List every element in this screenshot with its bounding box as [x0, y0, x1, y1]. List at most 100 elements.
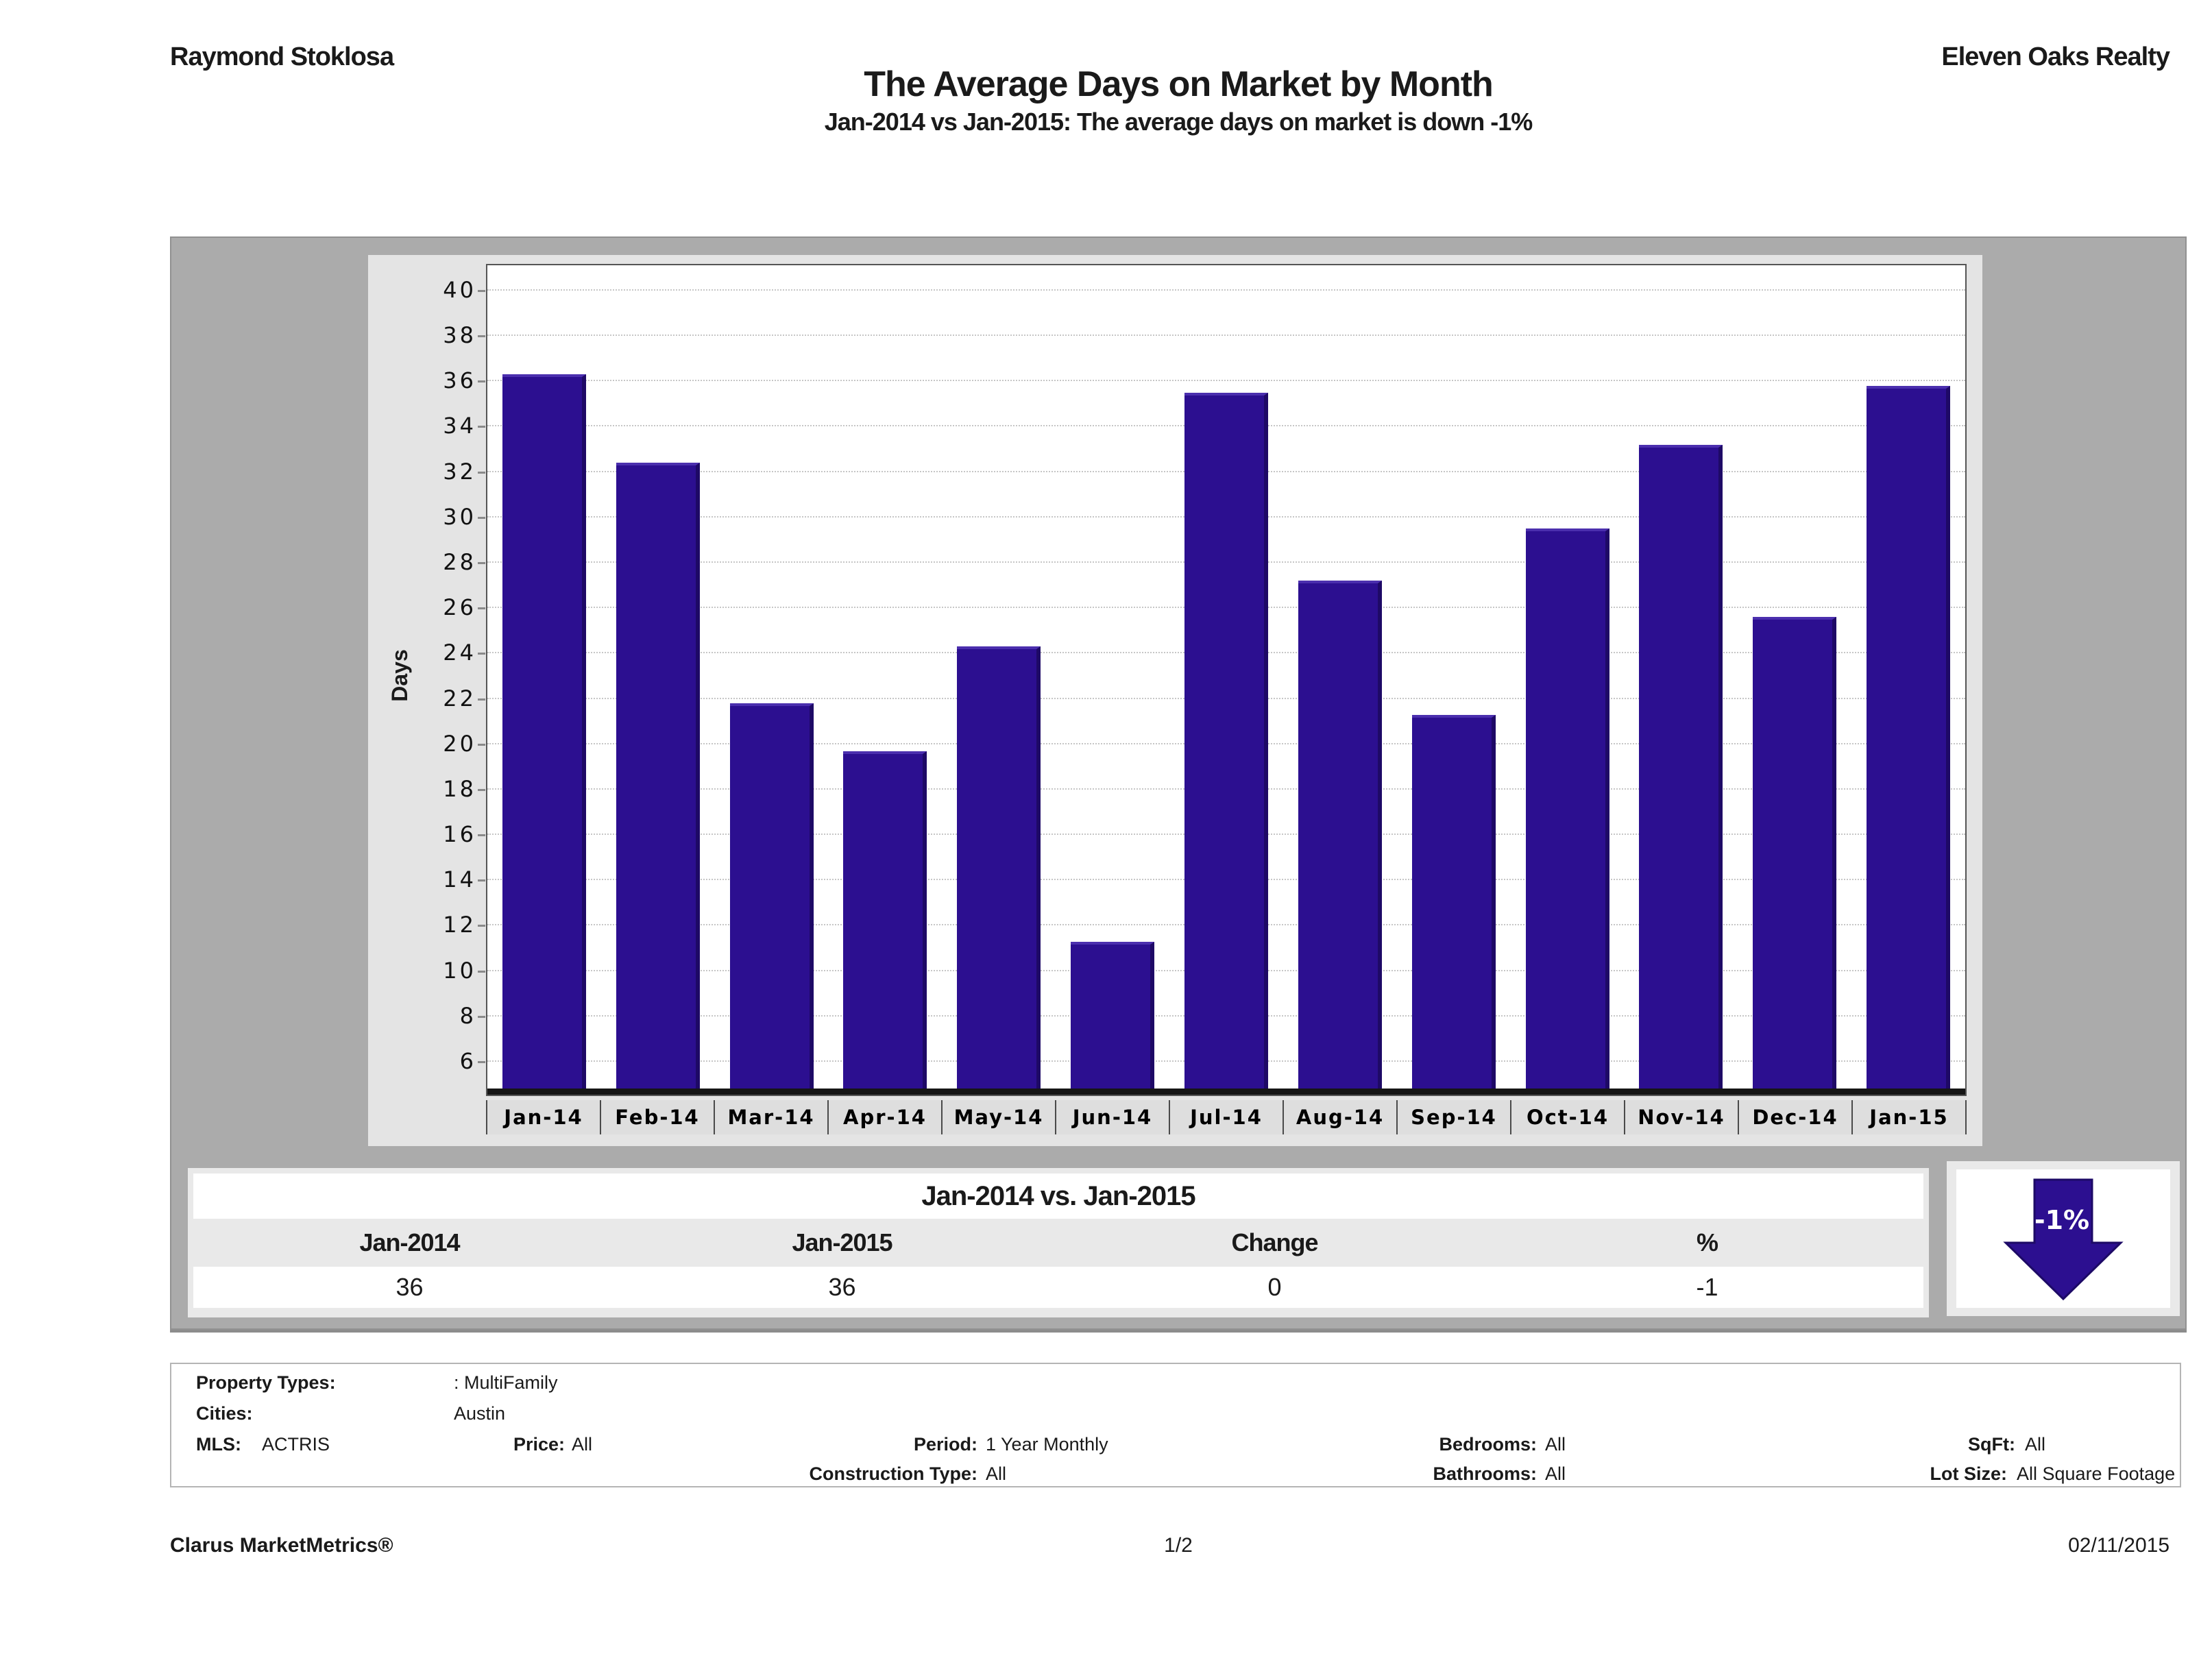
table-header-cell: Change — [1231, 1228, 1318, 1256]
y-tick-mark — [478, 925, 485, 927]
bar-slot — [1283, 265, 1397, 1095]
gridline — [487, 289, 1965, 291]
x-axis-labels: Jan-14 Feb-14 Mar-14 Apr-14 May-14 Jun-14 Jul-… — [486, 1100, 1967, 1134]
bar-slot — [1169, 265, 1283, 1095]
bar — [1184, 393, 1268, 1089]
x-tick-label: Oct-14 — [1510, 1100, 1624, 1134]
chart-area: Days 6 8 10 12 14 16 18 20 22 24 26 28 30 32 34 36 38 40 … — [368, 255, 1982, 1146]
y-tick-mark — [478, 698, 485, 701]
y-tick-label: 8 — [459, 1002, 476, 1029]
title-block: The Average Days on Market by Month Jan-… — [170, 66, 2187, 136]
y-tick-label: 34 — [443, 413, 476, 439]
bar — [843, 751, 927, 1089]
x-tick-label: Sep-14 — [1396, 1100, 1510, 1134]
construction-filter: Construction Type: — [809, 1463, 978, 1484]
comparison-table-header-row: Jan-2014 Jan-2015 Change% — [193, 1221, 1923, 1264]
change-indicator: -1% — [1956, 1169, 2170, 1308]
y-tick-label: 20 — [443, 730, 476, 757]
footer-brand: Clarus MarketMetrics® — [170, 1534, 393, 1557]
bar-slot — [1738, 265, 1851, 1095]
y-tick-label: 10 — [443, 957, 476, 984]
y-tick-mark — [478, 471, 485, 474]
x-tick-label: Apr-14 — [827, 1100, 941, 1134]
bar — [1867, 386, 1951, 1089]
table-value-cell: 36 — [396, 1273, 424, 1301]
bar — [1525, 528, 1609, 1089]
y-tick-label: 22 — [443, 685, 476, 712]
table-value-cell: 0 — [1267, 1273, 1282, 1301]
x-tick-label: Jan-14 — [486, 1100, 600, 1134]
bar-slot — [1851, 265, 1965, 1095]
company-name: Eleven Oaks Realty — [1941, 42, 2170, 71]
gridline — [487, 335, 1965, 337]
x-tick-label: Jun-14 — [1055, 1100, 1169, 1134]
bar — [1753, 617, 1837, 1089]
bar — [1411, 715, 1496, 1089]
x-tick-label: Feb-14 — [600, 1100, 714, 1134]
cities-value: Austin — [454, 1403, 506, 1424]
change-indicator-box: -1% — [1947, 1161, 2180, 1316]
comparison-table-value-row: 36 36 0 -1 — [193, 1267, 1923, 1308]
x-tick-label: Jul-14 — [1169, 1100, 1283, 1134]
y-tick-mark — [478, 516, 485, 519]
page-subtitle: Jan-2014 vs Jan-2015: The average days o… — [824, 107, 1533, 136]
cities-filter: Cities: — [196, 1403, 253, 1424]
y-tick-mark — [478, 1060, 485, 1063]
bar — [1298, 581, 1382, 1089]
comparison-table: Jan-2014 vs. Jan-2015 Jan-2014 Jan-2015 Ch… — [188, 1168, 1929, 1317]
x-tick-label: Mar-14 — [714, 1100, 827, 1134]
sqft-filter: SqFt: — [1968, 1434, 2015, 1455]
bar — [502, 374, 586, 1089]
comparison-table-title: Jan-2014 vs. Jan-2015 — [193, 1174, 1923, 1219]
property-types-value: : MultiFamily — [454, 1372, 558, 1393]
x-tick-label: May-14 — [941, 1100, 1055, 1134]
bar — [957, 646, 1041, 1089]
y-tick-label: 28 — [443, 548, 476, 575]
bar — [616, 463, 700, 1089]
y-tick-mark — [478, 1015, 485, 1018]
bar — [729, 703, 814, 1089]
agent-name: Raymond Stoklosa — [170, 42, 394, 71]
bar-slot — [942, 265, 1056, 1095]
table-header-cell: % — [1696, 1228, 1718, 1256]
y-tick-mark — [478, 834, 485, 837]
property-types-filter: Property Types: — [196, 1372, 336, 1393]
down-arrow-label: -1% — [2034, 1205, 2089, 1235]
period-filter: Period: — [913, 1434, 977, 1455]
y-tick-mark — [478, 380, 485, 383]
down-arrow-icon: -1% — [2003, 1178, 2124, 1301]
y-tick-label: 36 — [443, 367, 476, 394]
y-tick-label: 32 — [443, 458, 476, 485]
period-value: 1 Year Monthly — [986, 1434, 1108, 1455]
y-tick-label: 12 — [443, 912, 476, 938]
y-tick-label: 38 — [443, 322, 476, 349]
bar-series — [487, 265, 1965, 1095]
y-tick-mark — [478, 970, 485, 973]
bedrooms-filter: Bedrooms: — [1439, 1434, 1537, 1455]
bar-slot — [715, 265, 829, 1095]
mls-filter: MLS: — [196, 1434, 241, 1455]
y-tick-mark — [478, 561, 485, 564]
y-tick-label: 14 — [443, 866, 476, 893]
filters-box: Property Types: : MultiFamily Cities: Au… — [170, 1363, 2181, 1487]
page-number: 1/2 — [1164, 1534, 1193, 1557]
page-title: The Average Days on Market by Month — [864, 64, 1494, 104]
table-value-cell: -1 — [1696, 1273, 1718, 1301]
y-tick-label: 40 — [443, 276, 476, 303]
price-filter: Price: — [513, 1434, 565, 1455]
lot-size-value: All Square Footage — [2017, 1463, 2176, 1484]
y-tick-label: 18 — [443, 775, 476, 802]
bar-slot — [1624, 265, 1738, 1095]
y-tick-mark — [478, 653, 485, 655]
bar — [1071, 942, 1155, 1089]
x-axis-line — [487, 1089, 1965, 1095]
x-tick-label: Jan-15 — [1851, 1100, 1967, 1134]
y-tick-mark — [478, 335, 485, 338]
plot-area — [486, 264, 1967, 1096]
x-tick-label: Dec-14 — [1738, 1100, 1851, 1134]
bar-slot — [829, 265, 943, 1095]
y-tick-mark — [478, 607, 485, 610]
bar-slot — [1397, 265, 1511, 1095]
bar-slot — [1056, 265, 1169, 1095]
